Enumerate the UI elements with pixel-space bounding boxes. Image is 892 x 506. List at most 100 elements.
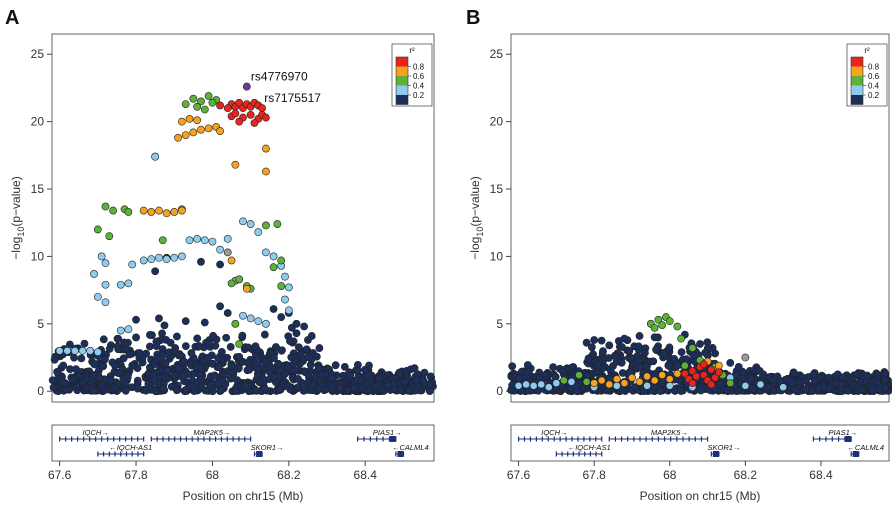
snp-point: [98, 362, 107, 371]
x-tick-label: 67.8: [582, 468, 606, 482]
snp-point: [241, 381, 249, 390]
snp-point: [262, 144, 270, 153]
points: [507, 313, 892, 396]
snp-point: [79, 378, 88, 387]
snp-point: [617, 358, 626, 367]
snp-point: [716, 380, 725, 389]
gene-exon: [71, 436, 73, 442]
snp-point: [194, 341, 203, 350]
snp-point: [665, 375, 674, 383]
gene-exon: [555, 451, 557, 457]
snp-point: [405, 386, 414, 395]
y-tick-label: 10: [490, 249, 504, 263]
snp-point: [262, 319, 270, 328]
snp-point: [121, 386, 130, 395]
snp-point: [635, 356, 643, 365]
snp-point: [643, 372, 651, 381]
legend-swatch: [396, 85, 408, 95]
y-label-subscript: 10: [475, 227, 485, 237]
snp-point: [90, 270, 98, 278]
snp-point: [260, 385, 269, 393]
gene-exon: [150, 436, 152, 442]
gene-exon: [77, 436, 79, 442]
gene-exon: [838, 436, 840, 442]
snp-point: [152, 337, 161, 346]
snp-point: [170, 253, 179, 262]
snp-point: [101, 202, 110, 211]
snp-point: [335, 383, 344, 392]
gene-exon: [595, 451, 597, 457]
gene-exon: [577, 436, 579, 442]
gene-exon: [83, 436, 85, 442]
snp-point: [331, 361, 340, 370]
gene-exon: [571, 436, 573, 442]
gene-exon: [812, 436, 814, 442]
gene-exon: [561, 451, 563, 457]
snp-point: [420, 378, 429, 387]
snp-point: [162, 209, 171, 218]
snp-point: [53, 367, 62, 376]
snp-point: [300, 322, 309, 331]
snp-point: [756, 380, 765, 389]
snp-point: [217, 386, 225, 395]
gene-exon: [572, 451, 574, 457]
snp-point: [124, 208, 133, 216]
gene-exon: [395, 451, 397, 457]
snp-point: [151, 267, 160, 276]
gene-exon: [382, 436, 384, 442]
snp-point: [741, 353, 750, 362]
snp-point: [163, 366, 172, 375]
snp-point: [567, 377, 576, 386]
snp-point: [364, 386, 372, 395]
snp-point: [726, 359, 735, 367]
snp-point: [582, 377, 591, 386]
gene-exon: [253, 451, 256, 457]
snp-point: [193, 234, 202, 243]
snp-point: [101, 280, 110, 289]
snp-point: [412, 376, 421, 385]
x-axis-label: Position on chr15 (Mb): [183, 489, 304, 503]
gene-exon: [651, 436, 653, 442]
snp-point: [204, 124, 213, 133]
gene-map2k5: MAP2K5→: [608, 428, 709, 442]
snp-point: [529, 381, 538, 390]
snp-point: [99, 335, 108, 344]
gene-exon: [523, 436, 526, 442]
snp-point: [61, 379, 70, 388]
snp-point: [189, 94, 198, 103]
gene-exon: [220, 436, 223, 442]
gene-exon: [376, 436, 378, 442]
y-label-subscript: 10: [16, 227, 26, 237]
snp-point: [90, 360, 99, 369]
snp-point: [277, 256, 286, 265]
gene-calml4: ←CALML4: [392, 443, 429, 457]
snp-point: [656, 387, 665, 395]
snp-point: [517, 367, 526, 376]
gene-exon: [819, 436, 821, 442]
gene-exon: [608, 436, 610, 442]
gene-exon: [663, 436, 666, 442]
gene-calml4: ←CALML4: [847, 443, 884, 457]
y-label-suffix: (p−value): [9, 176, 23, 226]
y-tick-label: 15: [31, 182, 45, 196]
snp-point: [749, 385, 757, 394]
snp-point: [132, 315, 140, 324]
snp-point: [133, 384, 142, 393]
gene-exon: [232, 436, 234, 442]
snp-point: [101, 355, 109, 364]
snp-point: [350, 383, 359, 392]
gene-exon: [567, 451, 569, 457]
gene-exon: [226, 436, 228, 442]
snp-point: [242, 82, 251, 91]
gene-label: IQCH→: [541, 428, 567, 437]
snp-point: [292, 319, 301, 328]
gene-exon: [517, 436, 520, 442]
gene-exon: [831, 436, 833, 442]
snp-point: [420, 368, 429, 377]
gene-exon: [657, 436, 660, 442]
gene-iqch-as1: ←IQCH-AS1: [555, 443, 611, 457]
snp-point: [378, 385, 387, 394]
snp-point: [231, 319, 240, 328]
gene-exon: [162, 436, 164, 442]
